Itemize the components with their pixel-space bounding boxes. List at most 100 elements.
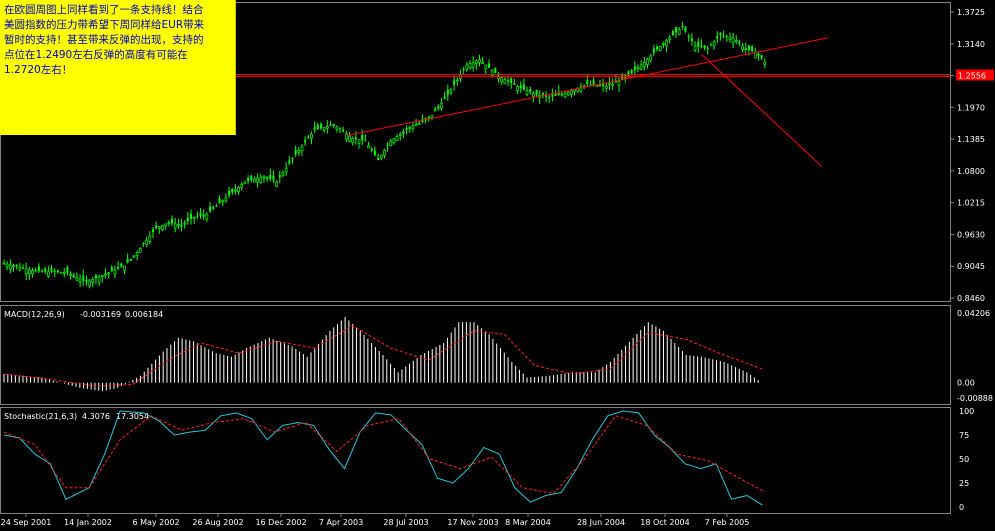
candle-body bbox=[78, 278, 82, 282]
candle-body bbox=[5, 263, 9, 268]
candle-body bbox=[234, 189, 237, 192]
candle-body bbox=[700, 45, 703, 48]
candle-body bbox=[465, 64, 469, 70]
candle-body bbox=[294, 149, 297, 155]
candle-body bbox=[500, 77, 504, 83]
note-line: 1.2720左右！ bbox=[4, 64, 73, 76]
macd-tick-label: 0.04206 bbox=[957, 309, 990, 318]
candle-body bbox=[677, 29, 681, 35]
candle-body bbox=[668, 37, 672, 40]
candle-body bbox=[507, 80, 510, 82]
candle-body bbox=[145, 239, 148, 245]
candle-body bbox=[265, 177, 269, 180]
candle-body bbox=[247, 178, 250, 181]
candle-body bbox=[107, 272, 110, 275]
macd-value-main: -0.003169 bbox=[80, 310, 121, 319]
candle-body bbox=[320, 124, 322, 129]
candle-body bbox=[56, 270, 59, 273]
candle-body bbox=[557, 91, 560, 95]
candle-body bbox=[278, 174, 281, 178]
candle-body bbox=[560, 93, 564, 96]
candle-body bbox=[684, 27, 687, 32]
date-tick-label: 28 Jul 2003 bbox=[383, 518, 428, 527]
candle-body bbox=[300, 146, 304, 151]
candle-body bbox=[8, 264, 12, 270]
candle-body bbox=[548, 96, 551, 98]
candle-body bbox=[253, 178, 256, 183]
date-tick-label: 6 May 2002 bbox=[132, 518, 179, 527]
candle-body bbox=[18, 266, 22, 271]
candle-body bbox=[656, 46, 659, 50]
candle-body bbox=[142, 242, 145, 245]
stochastic-tick-label: 0 bbox=[959, 503, 964, 512]
candle-body bbox=[621, 74, 624, 80]
candle-body bbox=[304, 139, 307, 143]
date-tick-label: 18 Oct 2004 bbox=[640, 518, 689, 527]
candle-body bbox=[22, 267, 25, 269]
candle-body bbox=[212, 206, 215, 209]
candle-body bbox=[586, 80, 589, 84]
stochastic-title: Stochastic(21,6,3) bbox=[4, 412, 77, 421]
candle-body bbox=[551, 93, 554, 97]
candle-body bbox=[364, 140, 367, 142]
candle-body bbox=[44, 268, 47, 272]
candle-body bbox=[190, 213, 193, 220]
candle-body bbox=[322, 127, 326, 131]
trend-line bbox=[701, 53, 823, 167]
candle-body bbox=[373, 150, 376, 156]
candle-body bbox=[408, 127, 412, 129]
note-line: 在欧圆周图上同样看到了一条支持线！结合 bbox=[4, 4, 204, 16]
candle-body bbox=[405, 127, 408, 130]
candle-body bbox=[529, 88, 532, 93]
candle-body bbox=[367, 145, 370, 149]
candle-body bbox=[62, 272, 66, 274]
date-tick-label: 7 Apr 2003 bbox=[319, 518, 363, 527]
candle-body bbox=[256, 177, 259, 183]
stochastic-tick-label: 50 bbox=[959, 455, 969, 464]
candle-body bbox=[478, 59, 481, 63]
trend-line bbox=[346, 37, 829, 137]
candle-body bbox=[642, 61, 646, 67]
note-line: 暂时的支持！甚至带来反弹的出现，支持的 bbox=[4, 34, 204, 46]
candle-body bbox=[402, 131, 405, 134]
candle-body bbox=[97, 276, 101, 283]
candle-body bbox=[474, 60, 478, 64]
candle-body bbox=[132, 255, 136, 258]
candle-body bbox=[468, 63, 472, 69]
candle-body bbox=[100, 275, 104, 277]
stochastic-tick-label: 25 bbox=[959, 479, 969, 488]
candle-body bbox=[186, 218, 189, 222]
candle-body bbox=[535, 89, 538, 95]
candle-body bbox=[738, 41, 741, 44]
candle-body bbox=[177, 224, 180, 226]
candle-body bbox=[47, 271, 50, 277]
candle-body bbox=[205, 213, 209, 220]
candle-body bbox=[335, 126, 339, 130]
candle-body bbox=[494, 67, 497, 74]
macd-value-signal: 0.006184 bbox=[125, 310, 163, 319]
candle-body bbox=[490, 70, 494, 76]
candle-body bbox=[532, 93, 535, 97]
candle-body bbox=[595, 84, 599, 87]
stochastic-tick-label: 75 bbox=[959, 431, 969, 440]
date-tick-label: 14 Jan 2002 bbox=[64, 518, 112, 527]
candle-body bbox=[202, 214, 206, 217]
candle-body bbox=[716, 36, 719, 39]
candle-body bbox=[262, 175, 266, 179]
note-line: 美圆指数的压力带希望下周同样给EUR带来 bbox=[4, 19, 205, 31]
candle-body bbox=[503, 79, 507, 85]
candle-body bbox=[753, 52, 757, 59]
candle-body bbox=[453, 80, 456, 85]
candle-body bbox=[751, 46, 754, 52]
candle-body bbox=[671, 31, 674, 36]
candle-body bbox=[297, 150, 301, 153]
candle-body bbox=[763, 61, 767, 65]
candle-body bbox=[703, 45, 706, 48]
candle-body bbox=[113, 269, 117, 275]
candle-body bbox=[218, 198, 221, 204]
price-tick-label: 0.9045 bbox=[957, 262, 985, 271]
candle-body bbox=[138, 247, 142, 253]
candle-body bbox=[693, 45, 697, 51]
candle-body bbox=[348, 135, 351, 142]
candle-body bbox=[725, 35, 728, 37]
